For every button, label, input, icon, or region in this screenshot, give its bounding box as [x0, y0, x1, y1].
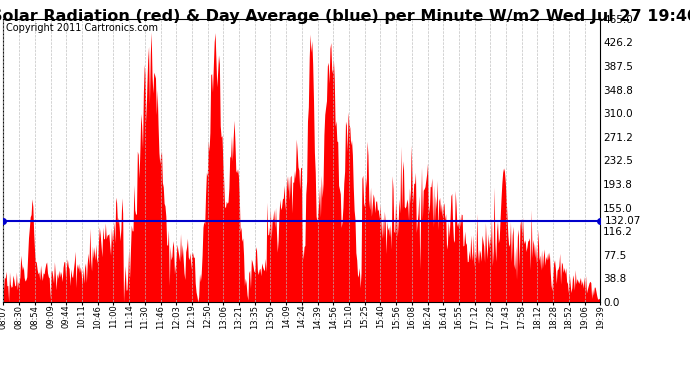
Text: Solar Radiation (red) & Day Average (blue) per Minute W/m2 Wed Jul 27 19:40: Solar Radiation (red) & Day Average (blu…: [0, 9, 690, 24]
Text: 132.07: 132.07: [604, 216, 641, 226]
Text: Copyright 2011 Cartronics.com: Copyright 2011 Cartronics.com: [6, 23, 159, 33]
